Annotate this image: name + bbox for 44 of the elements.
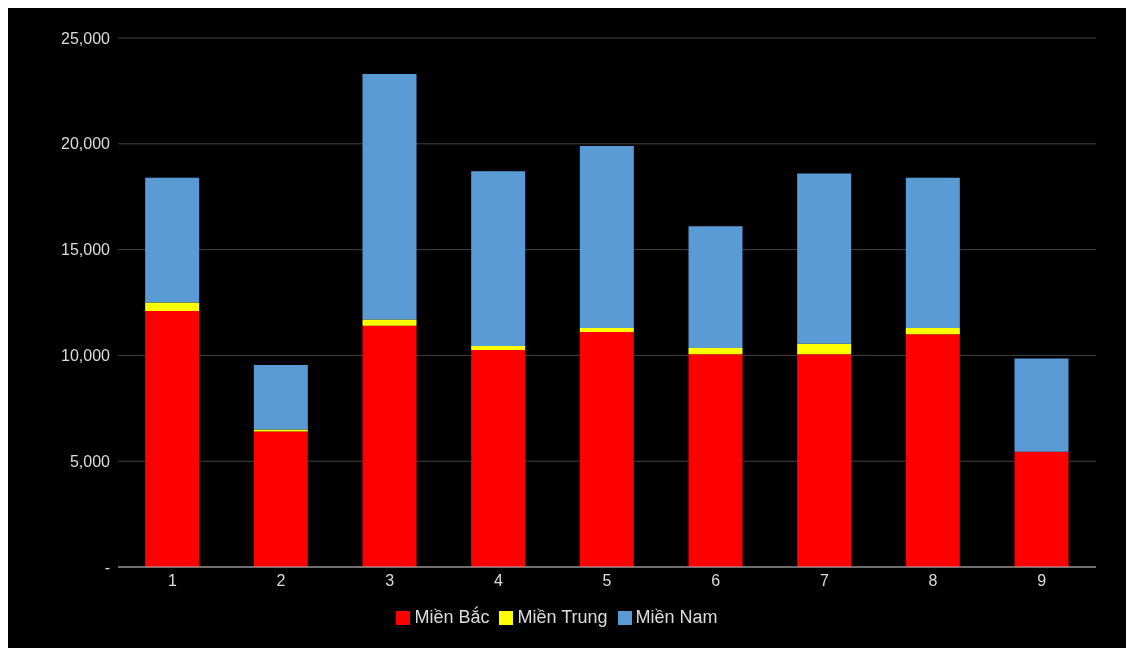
- bar: [145, 310, 200, 567]
- bar: [253, 431, 308, 567]
- bar: [145, 177, 200, 303]
- y-tick-label: 15,000: [61, 241, 111, 259]
- bar: [688, 354, 743, 567]
- y-tick-label: 25,000: [61, 29, 111, 47]
- bar: [1014, 358, 1069, 452]
- legend-label: Miền Bắc: [414, 607, 490, 627]
- x-tick-label: 2: [276, 572, 286, 590]
- bar: [471, 345, 526, 351]
- legend-label: Miền Nam: [635, 607, 718, 627]
- x-tick-label: 1: [167, 572, 177, 590]
- x-tick-label: 4: [493, 572, 503, 590]
- bar: [362, 319, 417, 326]
- x-tick-label: 9: [1037, 572, 1047, 590]
- bar: [688, 226, 743, 348]
- bar: [471, 350, 526, 567]
- x-tick-label: 6: [711, 572, 721, 590]
- bar: [471, 171, 526, 346]
- bar: [579, 145, 634, 328]
- x-tick-label: 3: [385, 572, 395, 590]
- y-tick-label: 20,000: [61, 135, 111, 153]
- bar: [797, 173, 852, 344]
- bar: [579, 327, 634, 333]
- x-tick-label: 7: [819, 572, 829, 590]
- bar: [905, 334, 960, 567]
- bar: [688, 347, 743, 355]
- bar: [253, 429, 308, 432]
- bar: [362, 73, 417, 320]
- bar: [797, 354, 852, 567]
- x-tick-label: 5: [602, 572, 612, 590]
- bar: [905, 327, 960, 335]
- bar: [905, 177, 960, 328]
- x-tick-label: 8: [928, 572, 938, 590]
- bar: [1014, 451, 1069, 567]
- y-tick-label: 10,000: [61, 347, 111, 365]
- bar: [362, 325, 417, 567]
- y-tick-label: -: [104, 558, 110, 576]
- bar: [253, 364, 308, 430]
- legend-label: Miền Trung: [517, 607, 608, 627]
- bar: [797, 343, 852, 355]
- bar: [579, 332, 634, 567]
- y-tick-label: 5,000: [69, 452, 111, 470]
- bar: [145, 302, 200, 311]
